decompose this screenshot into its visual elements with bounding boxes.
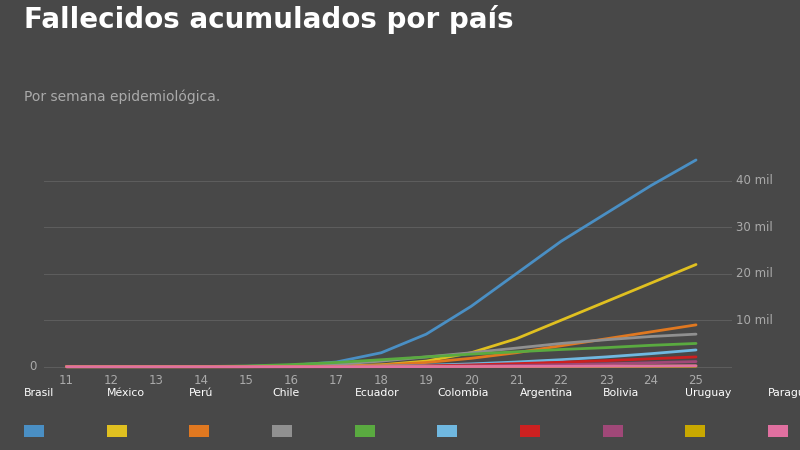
Text: Colombia: Colombia [438, 388, 489, 398]
Text: Ecuador: Ecuador [354, 388, 399, 398]
Text: Paraguay: Paraguay [768, 388, 800, 398]
Text: Brasil: Brasil [24, 388, 54, 398]
Text: 30 mil: 30 mil [737, 221, 774, 234]
Text: Argentina: Argentina [520, 388, 573, 398]
Text: 0: 0 [30, 360, 37, 373]
Text: 20 mil: 20 mil [737, 267, 774, 280]
Text: Perú: Perú [190, 388, 214, 398]
Text: México: México [106, 388, 145, 398]
Text: Chile: Chile [272, 388, 299, 398]
Text: 10 mil: 10 mil [737, 314, 774, 327]
Text: Uruguay: Uruguay [686, 388, 731, 398]
Text: Bolivia: Bolivia [602, 388, 639, 398]
Text: Por semana epidemiológica.: Por semana epidemiológica. [24, 90, 220, 104]
Text: Fallecidos acumulados por país: Fallecidos acumulados por país [24, 4, 514, 33]
Text: 40 mil: 40 mil [737, 174, 774, 187]
